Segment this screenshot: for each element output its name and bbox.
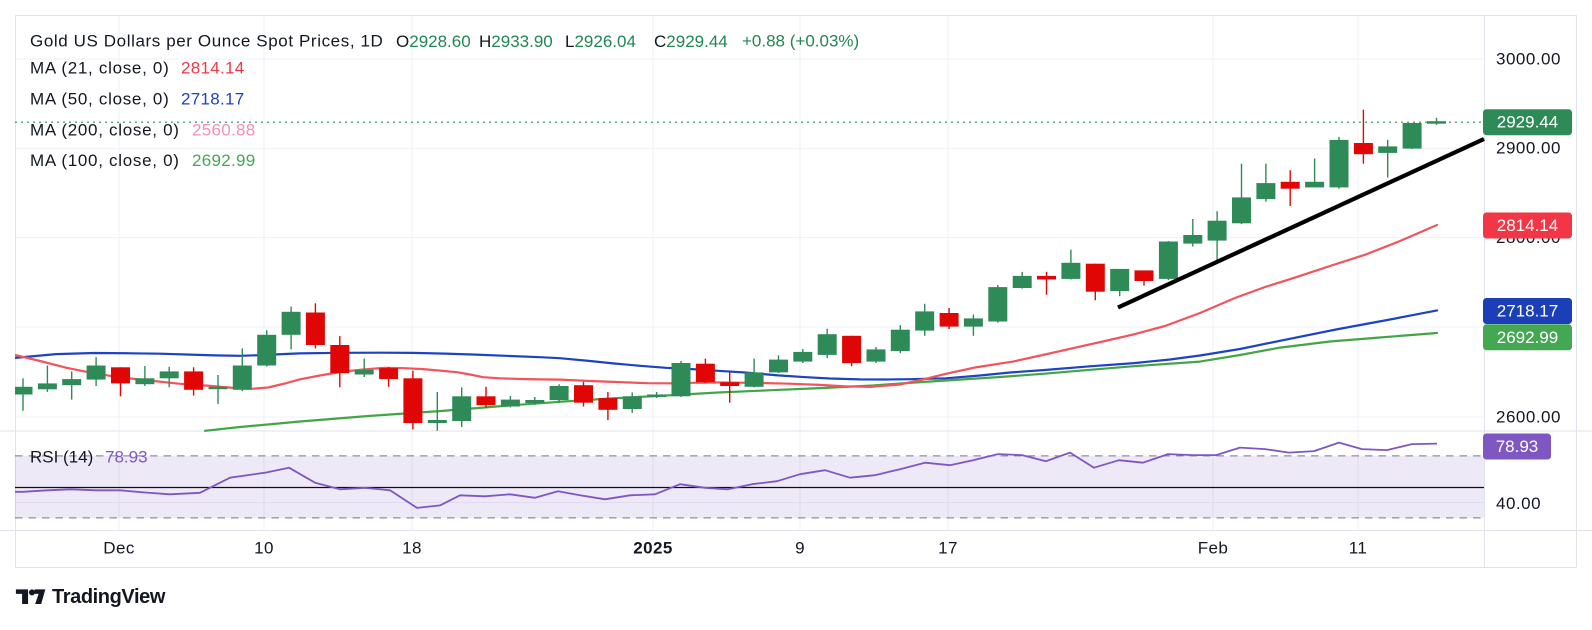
svg-text:2814.14: 2814.14 bbox=[181, 59, 245, 78]
svg-text:MA (50, close, 0): MA (50, close, 0) bbox=[30, 90, 169, 109]
svg-text:2025: 2025 bbox=[633, 539, 672, 558]
svg-text:17: 17 bbox=[938, 539, 958, 558]
svg-text:2692.99: 2692.99 bbox=[192, 151, 256, 170]
svg-text:2560.88: 2560.88 bbox=[192, 121, 256, 140]
svg-text:MA (21, close, 0): MA (21, close, 0) bbox=[30, 59, 169, 78]
svg-text:Gold US Dollars per Ounce Spot: Gold US Dollars per Ounce Spot Prices, 1… bbox=[30, 32, 383, 51]
svg-text:3000.00: 3000.00 bbox=[1496, 50, 1561, 69]
svg-text:Feb: Feb bbox=[1198, 539, 1229, 558]
svg-text:11: 11 bbox=[1349, 539, 1367, 558]
svg-text:9: 9 bbox=[795, 539, 805, 558]
svg-text:TradingView: TradingView bbox=[52, 586, 166, 608]
svg-text:MA (200, close, 0): MA (200, close, 0) bbox=[30, 121, 180, 140]
svg-text:O2928.60: O2928.60 bbox=[396, 32, 471, 51]
svg-text:10: 10 bbox=[254, 539, 274, 558]
svg-text:2718.17: 2718.17 bbox=[181, 90, 245, 109]
svg-text:RSI (14): RSI (14) bbox=[30, 448, 93, 467]
svg-text:Dec: Dec bbox=[103, 539, 135, 558]
svg-text:L2926.04: L2926.04 bbox=[565, 32, 636, 51]
svg-text:+0.88 (+0.03%): +0.88 (+0.03%) bbox=[742, 32, 859, 51]
svg-text:MA (100, close, 0): MA (100, close, 0) bbox=[30, 151, 180, 170]
svg-text:40.00: 40.00 bbox=[1496, 494, 1541, 513]
svg-text:18: 18 bbox=[402, 539, 422, 558]
svg-text:2692.99: 2692.99 bbox=[1497, 328, 1558, 347]
svg-text:2900.00: 2900.00 bbox=[1496, 139, 1561, 158]
svg-text:78.93: 78.93 bbox=[1496, 437, 1539, 456]
svg-text:H2933.90: H2933.90 bbox=[479, 32, 553, 51]
svg-text:2929.44: 2929.44 bbox=[1497, 113, 1558, 132]
svg-text:2600.00: 2600.00 bbox=[1496, 408, 1561, 427]
svg-text:C2929.44: C2929.44 bbox=[654, 32, 728, 51]
svg-text:78.93: 78.93 bbox=[105, 448, 148, 467]
svg-text:2718.17: 2718.17 bbox=[1497, 302, 1558, 321]
svg-text:2814.14: 2814.14 bbox=[1497, 216, 1558, 235]
